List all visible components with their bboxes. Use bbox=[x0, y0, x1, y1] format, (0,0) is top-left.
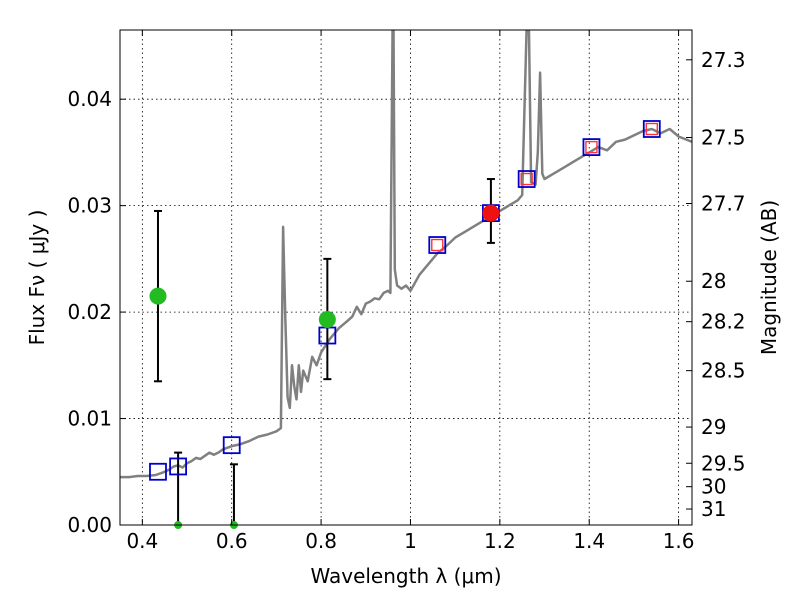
right-tick-label: 30 bbox=[701, 475, 726, 499]
x-tick-label: 1.2 bbox=[484, 529, 516, 553]
right-tick-label: 27.3 bbox=[701, 48, 746, 72]
model-band-square bbox=[642, 120, 661, 138]
right-tick-label: 28.2 bbox=[701, 310, 746, 334]
markers-layer bbox=[149, 120, 661, 529]
model-band-square bbox=[222, 436, 241, 455]
right-tick-label: 28.5 bbox=[701, 359, 746, 383]
x-tick-label: 1 bbox=[404, 529, 417, 553]
right-tick-label: 28 bbox=[701, 269, 726, 293]
model-band-square bbox=[149, 462, 167, 481]
ticks-layer: 0.4 0.6 0.8 1 1.2 1.4 1.6 0.00 0.01 0.02 0.03 0.04 2… bbox=[67, 30, 746, 553]
right-tick-label: 27.7 bbox=[701, 192, 746, 216]
x-tick-label: 0.6 bbox=[216, 529, 248, 553]
y-tick-label: 0.03 bbox=[67, 194, 112, 218]
right-tick-label: 27.5 bbox=[701, 126, 746, 150]
observed-hst-square bbox=[585, 140, 598, 154]
observed-hst-square bbox=[645, 122, 658, 136]
x-tick-label: 0.8 bbox=[305, 529, 337, 553]
plot-frame bbox=[119, 29, 693, 526]
x-tick-label: 1.4 bbox=[573, 529, 605, 553]
model-spectrum-line bbox=[120, 30, 692, 479]
right-tick-label: 29 bbox=[701, 415, 726, 439]
x-axis-label: Wavelength λ (μm) bbox=[310, 564, 501, 588]
model-band-square bbox=[517, 170, 536, 188]
model-band-square bbox=[428, 236, 447, 254]
right-tick-label: 29.5 bbox=[701, 451, 746, 475]
observed-hst-square bbox=[520, 172, 533, 186]
y-tick-label: 0.00 bbox=[67, 513, 112, 537]
y-axis-label: Flux Fν ( μJy ) bbox=[25, 210, 49, 346]
model-band-square bbox=[582, 138, 601, 156]
x-tick-label: 0.4 bbox=[126, 529, 158, 553]
x-tick-label: 1.6 bbox=[663, 529, 695, 553]
observed-flux-point bbox=[149, 287, 167, 305]
observed-flux-point bbox=[318, 311, 336, 329]
y-tick-label: 0.01 bbox=[67, 407, 112, 431]
observed-hst-square bbox=[431, 238, 444, 252]
right-axis-label: Magnitude (AB) bbox=[757, 200, 781, 355]
y-tick-label: 0.02 bbox=[67, 300, 112, 324]
model-band-square bbox=[169, 457, 187, 476]
grid bbox=[120, 30, 692, 525]
y-tick-label: 0.04 bbox=[67, 87, 112, 111]
model-spectrum-layer bbox=[120, 30, 692, 479]
right-tick-label: 31 bbox=[701, 497, 726, 521]
observed-flux-point bbox=[482, 204, 500, 222]
